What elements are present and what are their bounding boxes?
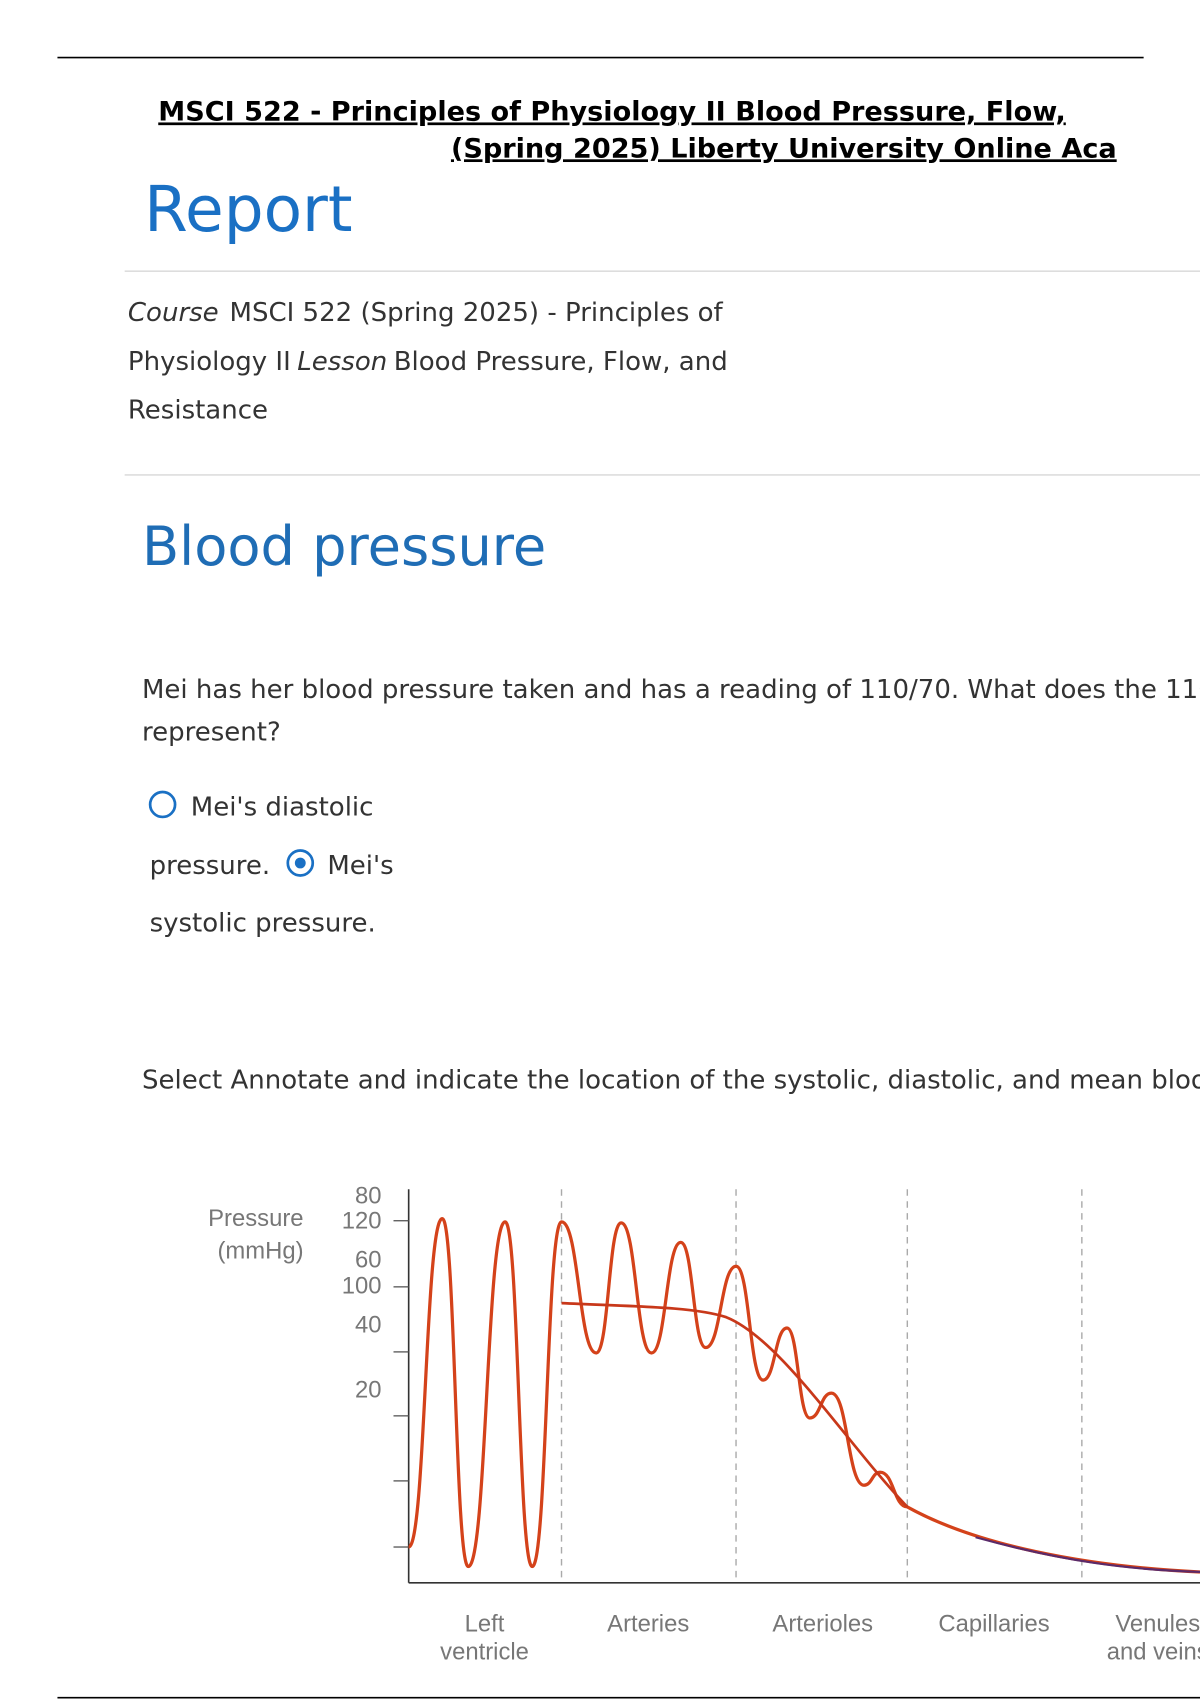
tick-label: 120 bbox=[342, 1207, 382, 1234]
label: Course bbox=[128, 298, 219, 328]
region-label: and veins bbox=[1107, 1639, 1200, 1666]
instruction: Select Annotate and indicate the locatio… bbox=[142, 1065, 1200, 1095]
section-heading: Blood pressure bbox=[142, 515, 546, 578]
region-label: Arterioles bbox=[772, 1611, 873, 1638]
region-label: Left bbox=[465, 1611, 505, 1638]
option-label[interactable]: pressure. bbox=[150, 851, 271, 881]
region-label: ventricle bbox=[440, 1639, 529, 1666]
option-label[interactable]: Mei's bbox=[327, 851, 393, 881]
option-label[interactable]: systolic pressure. bbox=[150, 908, 376, 938]
tick-label: 100 bbox=[342, 1272, 382, 1299]
label: Lesson bbox=[297, 347, 387, 377]
pressure-curve bbox=[407, 1216, 1200, 1574]
region-label: Arteries bbox=[607, 1611, 689, 1638]
meta-line: Resistance bbox=[128, 396, 268, 426]
title-line: MSCI 522 - Principles of Physiology II B… bbox=[158, 96, 1066, 127]
meta-line: Course MSCI 522 (Spring 2025) - Principle… bbox=[128, 298, 724, 328]
report-heading: Report bbox=[144, 173, 352, 246]
radio[interactable] bbox=[148, 790, 177, 819]
title-line: (Spring 2025) Liberty University Online … bbox=[451, 133, 1117, 164]
y-label: Pressure bbox=[208, 1205, 303, 1232]
radio-selected bbox=[294, 857, 306, 869]
y-label: (mmHg) bbox=[217, 1238, 303, 1265]
value: Physiology II bbox=[128, 347, 291, 377]
tick-label: 80 bbox=[355, 1182, 382, 1209]
venous-curve bbox=[975, 1536, 1200, 1574]
radio[interactable] bbox=[286, 849, 315, 877]
option-label[interactable]: Mei's diastolic bbox=[191, 792, 374, 822]
question-line: Mei has her blood pressure taken and has… bbox=[142, 675, 1200, 705]
region-label: Venules bbox=[1115, 1611, 1200, 1638]
meta-line: Physiology II Lesson Blood Pressure, Flow,… bbox=[128, 347, 728, 377]
tick-label: 40 bbox=[355, 1311, 382, 1338]
mean-pressure-curve bbox=[561, 1301, 909, 1508]
value: Blood Pressure, Flow, and bbox=[394, 347, 728, 377]
tick-label: 60 bbox=[355, 1246, 382, 1273]
question-line: represent? bbox=[142, 718, 281, 748]
value: MSCI 522 (Spring 2025) - Principles of bbox=[230, 298, 724, 328]
region-label: Capillaries bbox=[938, 1611, 1049, 1638]
tick-label: 20 bbox=[355, 1376, 382, 1403]
